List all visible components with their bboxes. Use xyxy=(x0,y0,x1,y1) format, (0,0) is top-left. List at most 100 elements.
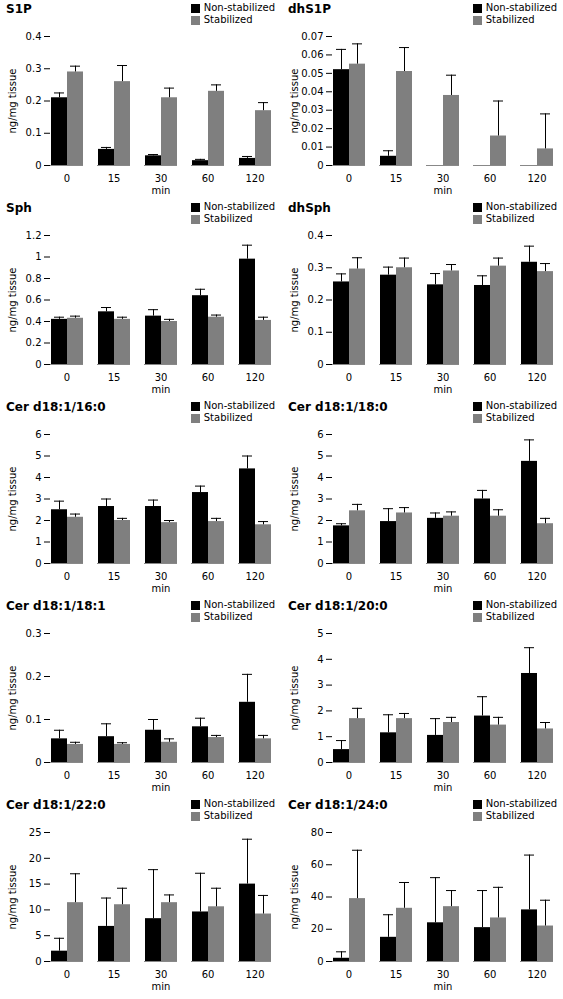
svg-text:30: 30 xyxy=(155,770,168,781)
svg-text:15: 15 xyxy=(108,173,121,184)
svg-text:60: 60 xyxy=(202,173,215,184)
svg-text:20: 20 xyxy=(311,923,324,934)
svg-text:120: 120 xyxy=(527,372,546,383)
svg-text:15: 15 xyxy=(108,372,121,383)
svg-text:0: 0 xyxy=(346,770,352,781)
svg-text:0.3: 0.3 xyxy=(26,63,42,74)
svg-text:120: 120 xyxy=(245,571,264,582)
svg-text:5: 5 xyxy=(317,628,323,639)
svg-text:0.2: 0.2 xyxy=(26,337,42,348)
svg-text:5: 5 xyxy=(35,930,41,941)
svg-text:0: 0 xyxy=(317,359,323,370)
svg-text:60: 60 xyxy=(484,372,497,383)
svg-text:6: 6 xyxy=(35,429,41,440)
svg-text:min: min xyxy=(152,981,171,992)
svg-text:0: 0 xyxy=(346,173,352,184)
svg-text:0.2: 0.2 xyxy=(26,671,42,682)
svg-text:0: 0 xyxy=(64,571,70,582)
svg-text:3: 3 xyxy=(317,679,323,690)
svg-text:0.04: 0.04 xyxy=(301,86,323,97)
svg-text:120: 120 xyxy=(527,770,546,781)
svg-text:120: 120 xyxy=(245,770,264,781)
svg-text:120: 120 xyxy=(245,173,264,184)
svg-text:60: 60 xyxy=(484,571,497,582)
svg-text:15: 15 xyxy=(108,969,121,980)
svg-text:30: 30 xyxy=(437,372,450,383)
svg-text:60: 60 xyxy=(484,770,497,781)
svg-text:30: 30 xyxy=(155,571,168,582)
svg-text:4: 4 xyxy=(317,472,323,483)
svg-text:30: 30 xyxy=(155,372,168,383)
svg-text:0: 0 xyxy=(35,757,41,768)
svg-text:15: 15 xyxy=(390,372,403,383)
svg-text:60: 60 xyxy=(202,571,215,582)
svg-text:1: 1 xyxy=(317,536,323,547)
svg-text:0.03: 0.03 xyxy=(301,104,323,115)
svg-text:30: 30 xyxy=(437,571,450,582)
svg-text:ng/mg tissue: ng/mg tissue xyxy=(7,69,18,134)
svg-text:5: 5 xyxy=(317,450,323,461)
svg-text:min: min xyxy=(434,185,453,196)
svg-text:15: 15 xyxy=(390,571,403,582)
svg-text:0.4: 0.4 xyxy=(26,316,42,327)
svg-text:0.05: 0.05 xyxy=(301,68,323,79)
svg-text:120: 120 xyxy=(245,372,264,383)
svg-text:0.1: 0.1 xyxy=(308,326,324,337)
svg-text:0: 0 xyxy=(35,359,41,370)
svg-text:120: 120 xyxy=(527,173,546,184)
svg-text:10: 10 xyxy=(29,904,42,915)
svg-text:min: min xyxy=(152,583,171,594)
svg-text:20: 20 xyxy=(29,853,42,864)
svg-text:min: min xyxy=(152,185,171,196)
svg-text:ng/mg tissue: ng/mg tissue xyxy=(289,467,300,532)
svg-text:0.1: 0.1 xyxy=(26,127,42,138)
svg-text:60: 60 xyxy=(484,173,497,184)
svg-text:80: 80 xyxy=(311,827,324,838)
svg-text:120: 120 xyxy=(527,571,546,582)
svg-text:60: 60 xyxy=(484,969,497,980)
svg-text:0: 0 xyxy=(346,571,352,582)
svg-text:ng/mg tissue: ng/mg tissue xyxy=(289,268,300,333)
svg-text:0: 0 xyxy=(346,969,352,980)
svg-text:30: 30 xyxy=(155,173,168,184)
svg-text:1: 1 xyxy=(317,731,323,742)
svg-text:15: 15 xyxy=(390,969,403,980)
svg-text:3: 3 xyxy=(317,493,323,504)
svg-text:min: min xyxy=(434,782,453,793)
svg-text:min: min xyxy=(152,384,171,395)
svg-text:min: min xyxy=(152,782,171,793)
svg-text:0: 0 xyxy=(64,372,70,383)
svg-text:2: 2 xyxy=(317,515,323,526)
svg-text:2: 2 xyxy=(317,705,323,716)
svg-text:0.3: 0.3 xyxy=(308,262,324,273)
svg-text:0: 0 xyxy=(35,160,41,171)
svg-text:25: 25 xyxy=(29,827,42,838)
svg-text:1.2: 1.2 xyxy=(26,230,42,241)
svg-text:0.8: 0.8 xyxy=(26,273,42,284)
svg-text:0: 0 xyxy=(317,757,323,768)
svg-text:6: 6 xyxy=(317,429,323,440)
svg-text:0: 0 xyxy=(317,956,323,967)
svg-text:0: 0 xyxy=(35,558,41,569)
svg-text:0: 0 xyxy=(317,160,323,171)
svg-text:30: 30 xyxy=(437,173,450,184)
svg-text:0.06: 0.06 xyxy=(301,49,323,60)
svg-text:1: 1 xyxy=(35,251,41,262)
svg-text:30: 30 xyxy=(437,770,450,781)
svg-text:0.07: 0.07 xyxy=(301,31,323,42)
svg-text:ng/mg tissue: ng/mg tissue xyxy=(7,467,18,532)
svg-text:0.6: 0.6 xyxy=(26,294,42,305)
svg-text:60: 60 xyxy=(311,859,324,870)
svg-text:0.1: 0.1 xyxy=(26,714,42,725)
svg-text:0.01: 0.01 xyxy=(301,141,323,152)
svg-text:15: 15 xyxy=(390,173,403,184)
svg-text:4: 4 xyxy=(317,654,323,665)
svg-text:15: 15 xyxy=(108,770,121,781)
svg-text:ng/mg tissue: ng/mg tissue xyxy=(289,865,300,930)
svg-text:min: min xyxy=(434,384,453,395)
svg-text:15: 15 xyxy=(390,770,403,781)
svg-text:min: min xyxy=(434,583,453,594)
svg-text:0.02: 0.02 xyxy=(301,123,323,134)
svg-text:0: 0 xyxy=(64,173,70,184)
svg-text:2: 2 xyxy=(35,515,41,526)
